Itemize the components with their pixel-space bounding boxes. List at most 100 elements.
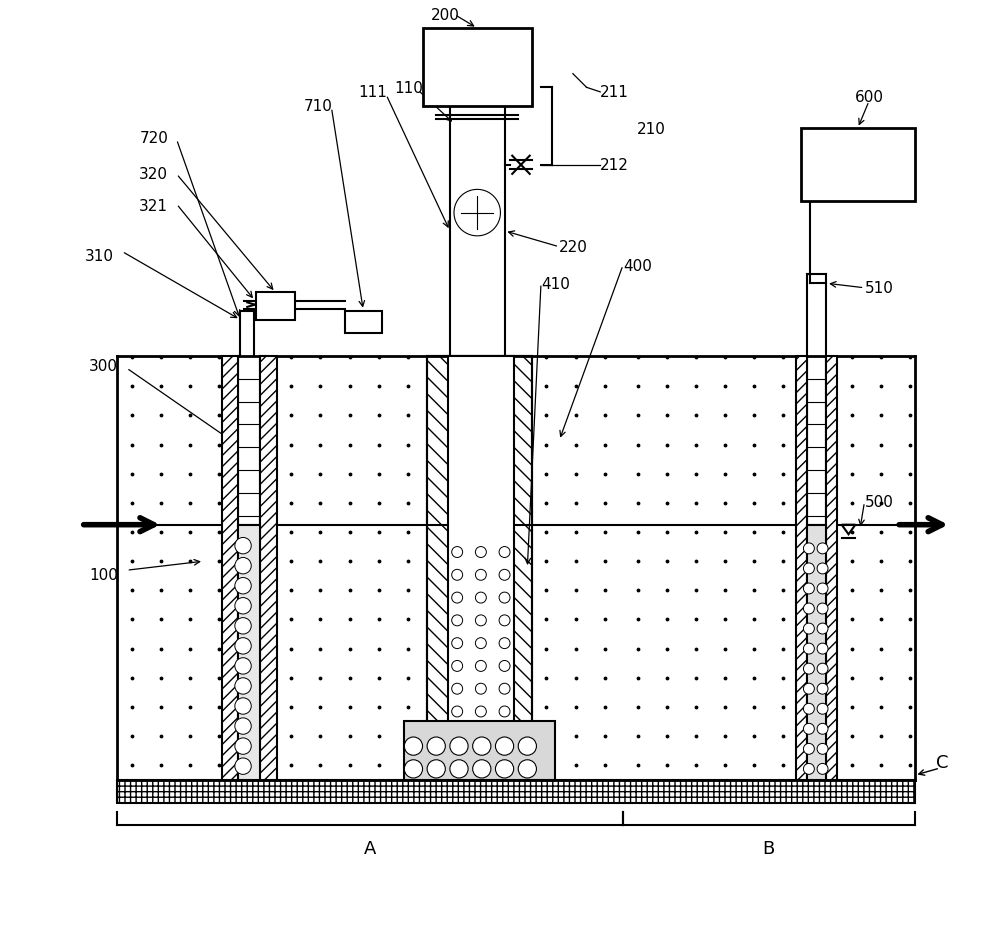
- Circle shape: [817, 563, 828, 574]
- Circle shape: [803, 624, 814, 635]
- Circle shape: [817, 724, 828, 734]
- Circle shape: [473, 737, 491, 755]
- Circle shape: [452, 706, 463, 717]
- Circle shape: [817, 584, 828, 594]
- Text: B: B: [763, 839, 775, 857]
- Circle shape: [452, 661, 463, 672]
- Circle shape: [452, 570, 463, 581]
- Bar: [801, 129, 915, 202]
- Circle shape: [475, 592, 486, 603]
- Circle shape: [803, 603, 814, 614]
- Circle shape: [499, 638, 510, 649]
- Text: 220: 220: [559, 240, 588, 255]
- Text: 212: 212: [600, 158, 629, 174]
- Text: 720: 720: [139, 131, 168, 146]
- Circle shape: [475, 661, 486, 672]
- Circle shape: [235, 678, 251, 694]
- Circle shape: [235, 718, 251, 734]
- Circle shape: [803, 643, 814, 654]
- Circle shape: [475, 638, 486, 649]
- Circle shape: [235, 598, 251, 614]
- Circle shape: [235, 558, 251, 574]
- Circle shape: [803, 764, 814, 775]
- Bar: [826, 356, 837, 780]
- Circle shape: [817, 703, 828, 715]
- Circle shape: [235, 638, 251, 654]
- Circle shape: [803, 543, 814, 554]
- Text: 211: 211: [600, 85, 629, 100]
- Bar: [222, 356, 238, 780]
- Text: 300: 300: [89, 358, 118, 373]
- Bar: [448, 356, 514, 780]
- Text: 210: 210: [637, 122, 666, 136]
- Text: 310: 310: [85, 249, 114, 264]
- Circle shape: [817, 764, 828, 775]
- Text: A: A: [364, 839, 376, 857]
- Circle shape: [235, 658, 251, 675]
- Circle shape: [235, 758, 251, 775]
- Bar: [256, 293, 295, 320]
- Circle shape: [499, 547, 510, 558]
- Circle shape: [499, 706, 510, 717]
- Text: 410: 410: [541, 277, 570, 291]
- Circle shape: [475, 615, 486, 626]
- Circle shape: [452, 638, 463, 649]
- Circle shape: [427, 737, 445, 755]
- Circle shape: [235, 578, 251, 594]
- Text: 420: 420: [514, 722, 543, 738]
- Circle shape: [817, 743, 828, 754]
- Bar: [423, 29, 532, 107]
- Text: 100: 100: [89, 568, 118, 583]
- Circle shape: [817, 664, 828, 675]
- Circle shape: [495, 760, 514, 779]
- Circle shape: [475, 570, 486, 581]
- Text: 510: 510: [864, 281, 893, 296]
- Circle shape: [817, 543, 828, 554]
- Circle shape: [404, 760, 423, 779]
- Circle shape: [803, 703, 814, 715]
- Circle shape: [499, 570, 510, 581]
- Circle shape: [452, 547, 463, 558]
- Circle shape: [803, 584, 814, 594]
- Bar: [427, 356, 532, 780]
- Circle shape: [518, 737, 536, 755]
- Bar: [427, 356, 532, 780]
- Text: 500: 500: [864, 495, 893, 509]
- Circle shape: [450, 737, 468, 755]
- Text: 321: 321: [139, 200, 168, 214]
- Circle shape: [404, 737, 423, 755]
- Circle shape: [427, 760, 445, 779]
- Circle shape: [499, 661, 510, 672]
- Circle shape: [235, 618, 251, 635]
- Circle shape: [473, 760, 491, 779]
- Circle shape: [803, 743, 814, 754]
- Circle shape: [235, 738, 251, 754]
- Bar: [345, 311, 382, 334]
- Circle shape: [475, 547, 486, 558]
- Circle shape: [803, 724, 814, 734]
- Bar: [117, 780, 915, 803]
- Circle shape: [803, 563, 814, 574]
- Text: C: C: [936, 753, 948, 771]
- Circle shape: [452, 684, 463, 694]
- Circle shape: [235, 698, 251, 715]
- Circle shape: [475, 684, 486, 694]
- Circle shape: [803, 664, 814, 675]
- Circle shape: [518, 760, 536, 779]
- Text: 710: 710: [303, 99, 332, 114]
- Circle shape: [817, 603, 828, 614]
- Circle shape: [817, 684, 828, 694]
- Bar: [260, 356, 277, 780]
- Bar: [404, 721, 555, 780]
- Circle shape: [235, 538, 251, 554]
- Text: 200: 200: [431, 8, 460, 23]
- Bar: [807, 525, 826, 780]
- Circle shape: [452, 592, 463, 603]
- Circle shape: [499, 592, 510, 603]
- Circle shape: [817, 624, 828, 635]
- Circle shape: [450, 760, 468, 779]
- Text: 111: 111: [358, 85, 387, 100]
- Circle shape: [803, 684, 814, 694]
- Circle shape: [495, 737, 514, 755]
- Bar: [796, 356, 807, 780]
